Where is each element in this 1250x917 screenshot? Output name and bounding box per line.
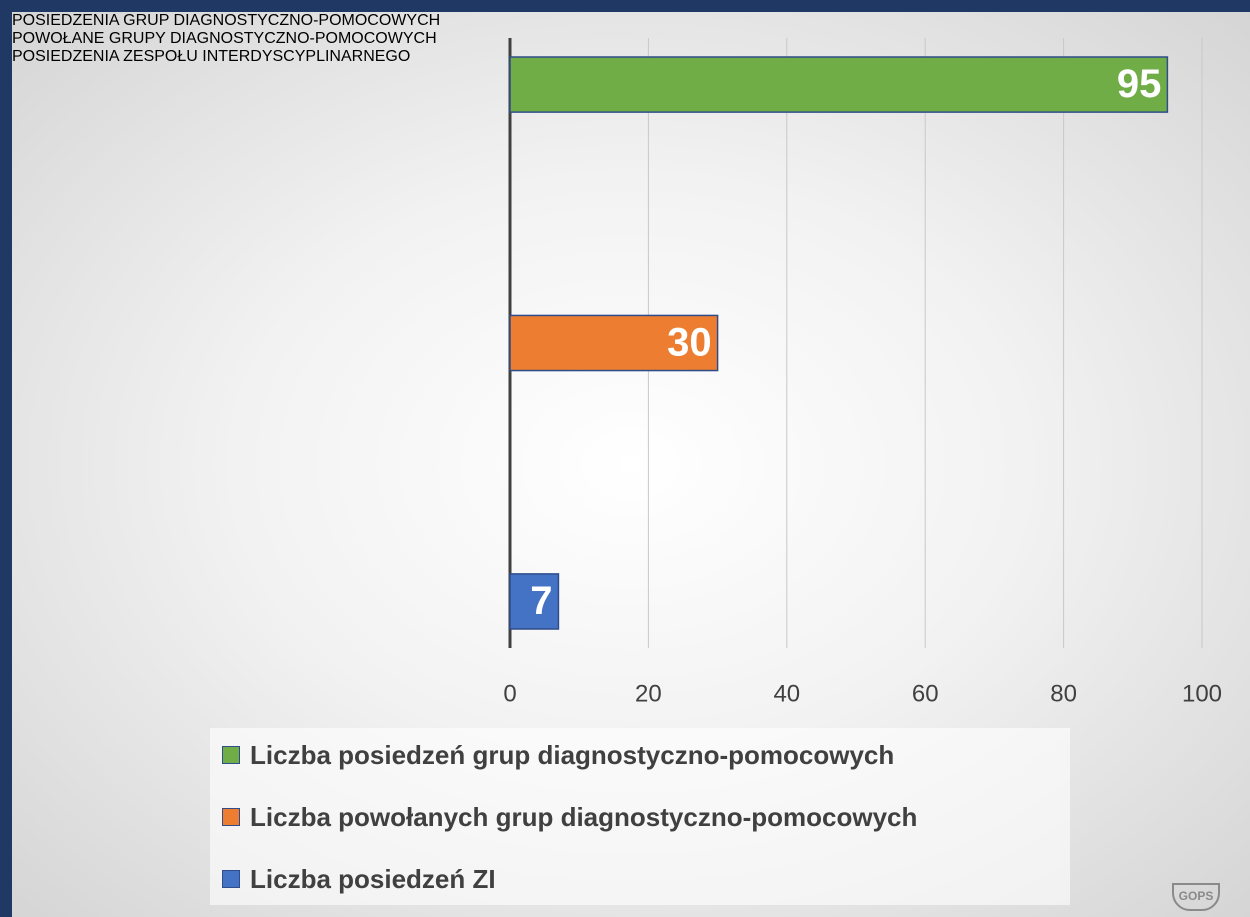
bar — [509, 573, 560, 630]
legend-item: Liczba powołanych grup diagnostyczno-pom… — [222, 802, 917, 832]
x-tick-label: 80 — [1050, 680, 1077, 707]
legend-label: Liczba posiedzeń grup diagnostyczno-pomo… — [250, 739, 895, 770]
data-label: 95 — [1117, 62, 1162, 106]
category-label: POSIEDZENIA ZESPOŁU INTERDYSCYPLINARNEGO — [12, 48, 411, 65]
x-tick-label: 0 — [503, 680, 516, 707]
legend-swatch — [222, 746, 240, 764]
legend-label: Liczba posiedzeń ZI — [250, 863, 496, 894]
bar — [509, 314, 719, 372]
legend-item: Liczba posiedzeń ZI — [222, 864, 496, 894]
data-label: 7 — [530, 579, 552, 623]
legend-swatch — [222, 870, 240, 888]
chart-panel: 0 20 40 60 80 100 95 30 7 Liczba posiedzeń grup … — [12, 12, 1250, 917]
data-label: 30 — [667, 321, 712, 365]
x-tick-label: 60 — [912, 680, 939, 707]
logo: GOPS — [1172, 883, 1220, 911]
legend: Liczba posiedzeń grup diagnostyczno-pomo… — [210, 728, 1070, 905]
legend-swatch — [222, 808, 240, 826]
bar — [509, 56, 1169, 113]
x-tick-label: 40 — [773, 680, 800, 707]
chart: 0 20 40 60 80 100 95 30 7 — [503, 38, 1222, 707]
legend-label: Liczba powołanych grup diagnostyczno-pom… — [250, 801, 918, 832]
x-tick-label: 20 — [635, 680, 662, 707]
legend-item: Liczba posiedzeń grup diagnostyczno-pomo… — [222, 740, 894, 770]
category-label: POSIEDZENIA GRUP DIAGNOSTYCZNO-POMOCOWYC… — [12, 12, 441, 29]
x-tick-label: 100 — [1182, 680, 1222, 707]
category-label: POWOŁANE GRUPY DIAGNOSTYCZNO-POMOCOWYCH — [12, 30, 437, 47]
